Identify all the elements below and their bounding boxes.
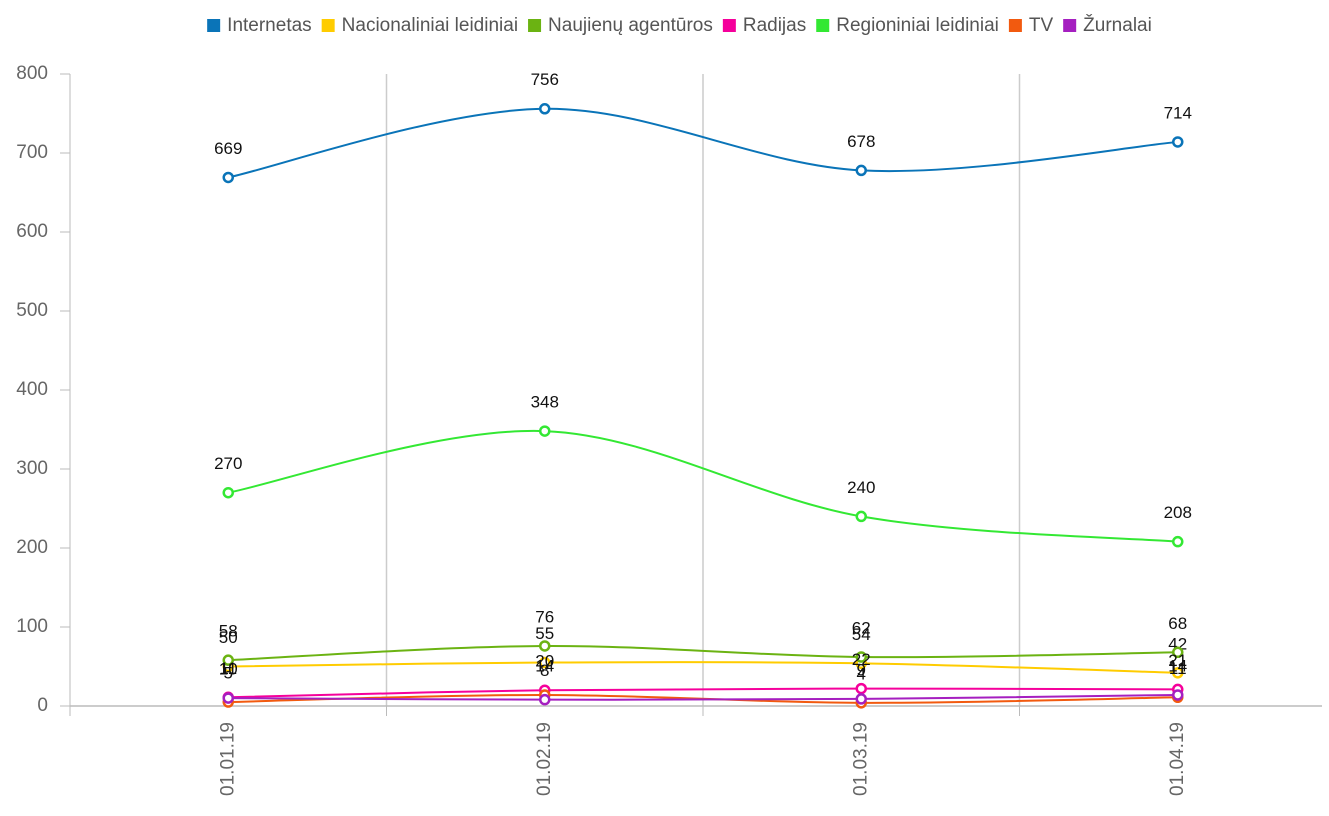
y-tick-label: 100 bbox=[16, 616, 48, 637]
point bbox=[855, 651, 867, 663]
point bbox=[1172, 136, 1184, 148]
series-line bbox=[228, 693, 1178, 701]
series-line bbox=[228, 661, 1178, 674]
data-label: 4 bbox=[857, 664, 866, 683]
x-tick-label: 01.03.19 bbox=[850, 722, 871, 796]
legend-swatch bbox=[207, 19, 221, 32]
series-line bbox=[228, 107, 1178, 179]
legend-swatch bbox=[321, 19, 335, 32]
series-line bbox=[228, 429, 1178, 543]
data-label: 62 bbox=[852, 619, 871, 638]
point bbox=[855, 510, 867, 523]
point bbox=[222, 171, 234, 184]
legend-swatch bbox=[528, 19, 542, 32]
point bbox=[539, 693, 551, 706]
data-label: 208 bbox=[1164, 503, 1192, 522]
legend-swatch bbox=[1063, 19, 1077, 32]
data-label: 678 bbox=[847, 132, 875, 151]
y-tick-label: 400 bbox=[16, 379, 48, 400]
x-tick-label: 01.04.19 bbox=[1167, 722, 1188, 796]
data-label: 68 bbox=[1168, 614, 1187, 633]
data-label: 348 bbox=[531, 393, 559, 412]
legend-label: TV bbox=[1029, 15, 1054, 36]
data-label: 54 bbox=[852, 625, 871, 644]
data-label: 21 bbox=[1168, 651, 1187, 670]
point bbox=[539, 656, 551, 669]
data-label: 20 bbox=[535, 652, 554, 671]
legend: Internetas Nacionaliniai leidiniai Naujien… bbox=[207, 14, 1152, 36]
legend-swatch bbox=[1008, 19, 1022, 32]
legend-label: Naujienų agentūros bbox=[548, 15, 713, 36]
y-tick-label: 0 bbox=[37, 695, 48, 716]
y-tick-label: 700 bbox=[16, 142, 48, 163]
series-line bbox=[228, 687, 1178, 699]
data-label: 756 bbox=[531, 70, 559, 89]
legend-label: Žurnalai bbox=[1083, 14, 1152, 36]
y-tick-label: 500 bbox=[16, 300, 48, 321]
data-label: 10 bbox=[219, 660, 238, 679]
data-label: 14 bbox=[535, 656, 554, 675]
point bbox=[222, 486, 234, 499]
data-label: 42 bbox=[1168, 634, 1187, 653]
legend-label: Radijas bbox=[743, 15, 806, 36]
point bbox=[1172, 667, 1184, 679]
data-label: 270 bbox=[214, 454, 242, 473]
legend-label: Regioniniai leidiniai bbox=[836, 15, 999, 36]
x-tick-label: 01.02.19 bbox=[534, 722, 555, 796]
data-label: 55 bbox=[535, 624, 554, 643]
data-label: 714 bbox=[1164, 103, 1192, 122]
legend-swatch bbox=[722, 19, 736, 32]
data-label: 669 bbox=[214, 139, 242, 158]
series-line bbox=[228, 644, 1178, 662]
point bbox=[1172, 689, 1184, 701]
data-label: 240 bbox=[847, 478, 875, 497]
x-tick-label: 01.01.19 bbox=[217, 722, 238, 796]
y-tick-label: 300 bbox=[16, 458, 48, 479]
legend-swatch bbox=[816, 19, 830, 32]
data-label: 5 bbox=[224, 664, 233, 683]
point bbox=[539, 103, 551, 115]
data-label: 9 bbox=[857, 660, 866, 679]
data-label: 22 bbox=[852, 650, 871, 669]
point bbox=[1172, 535, 1184, 548]
y-tick-label: 600 bbox=[16, 221, 48, 242]
point bbox=[222, 692, 234, 704]
legend-label: Internetas bbox=[227, 15, 312, 36]
legend-label: Nacionaliniai leidiniai bbox=[342, 15, 518, 36]
point bbox=[539, 425, 551, 437]
data-label: 76 bbox=[535, 607, 554, 626]
y-tick-label: 800 bbox=[16, 63, 48, 84]
point bbox=[855, 164, 867, 177]
point bbox=[1172, 646, 1184, 659]
data-label: 11 bbox=[1169, 659, 1187, 678]
y-tick-label: 200 bbox=[16, 537, 48, 558]
data-label: 11 bbox=[219, 659, 237, 678]
data-label: 58 bbox=[219, 622, 238, 641]
point bbox=[539, 640, 551, 652]
point bbox=[855, 682, 867, 695]
point bbox=[222, 654, 234, 666]
data-label: 8 bbox=[540, 661, 549, 680]
data-label: 14 bbox=[1168, 656, 1187, 675]
point bbox=[855, 693, 867, 705]
data-label: 50 bbox=[219, 628, 238, 647]
